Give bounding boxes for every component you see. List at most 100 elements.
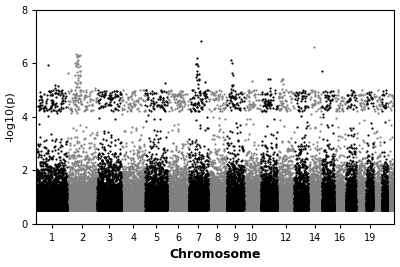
Point — [146, 205, 152, 209]
Point — [188, 195, 194, 199]
Point — [132, 101, 139, 106]
Point — [228, 202, 235, 206]
Point — [95, 99, 101, 103]
Point — [127, 206, 134, 210]
Point — [74, 192, 80, 197]
Point — [289, 207, 295, 211]
Point — [375, 208, 381, 212]
Point — [48, 169, 55, 173]
Point — [368, 207, 374, 212]
Point — [322, 206, 328, 211]
Point — [62, 197, 68, 201]
Point — [238, 205, 244, 209]
Point — [296, 198, 302, 202]
Point — [92, 179, 99, 183]
Point — [286, 181, 293, 185]
Point — [76, 188, 82, 193]
Point — [298, 205, 304, 210]
Point — [108, 95, 114, 99]
Point — [284, 207, 290, 211]
Point — [274, 185, 280, 190]
Point — [200, 204, 207, 208]
Point — [112, 208, 118, 212]
Point — [204, 202, 210, 207]
Point — [256, 187, 262, 192]
Point — [184, 107, 191, 111]
Point — [178, 152, 185, 156]
Point — [374, 194, 380, 198]
Point — [63, 207, 70, 211]
Point — [150, 198, 157, 202]
Point — [48, 203, 55, 207]
Point — [307, 163, 313, 167]
Point — [271, 203, 278, 208]
Point — [332, 196, 339, 200]
Point — [185, 140, 191, 145]
Point — [296, 175, 302, 179]
Point — [355, 206, 362, 210]
Point — [40, 195, 47, 199]
Point — [71, 199, 77, 203]
Point — [191, 204, 197, 208]
Point — [321, 162, 328, 166]
Point — [252, 198, 258, 203]
Point — [69, 178, 75, 182]
Point — [188, 99, 194, 104]
Point — [130, 207, 137, 211]
Point — [249, 79, 255, 83]
Point — [325, 198, 332, 202]
Point — [93, 208, 99, 212]
Point — [326, 207, 332, 211]
Point — [200, 204, 206, 209]
Point — [360, 206, 367, 210]
Point — [214, 205, 221, 209]
Point — [313, 202, 319, 206]
Point — [341, 180, 348, 185]
Point — [319, 183, 325, 187]
Point — [360, 201, 366, 205]
Point — [97, 104, 104, 109]
Point — [269, 207, 276, 212]
Point — [164, 189, 170, 193]
Point — [337, 208, 343, 212]
Point — [214, 208, 220, 212]
Point — [234, 206, 240, 210]
Point — [258, 208, 265, 212]
Point — [372, 208, 378, 212]
Point — [356, 187, 362, 192]
Point — [349, 195, 355, 199]
Point — [54, 206, 60, 210]
Point — [40, 197, 46, 202]
Point — [80, 187, 86, 191]
Point — [142, 204, 149, 208]
Point — [41, 191, 47, 195]
Point — [331, 207, 338, 211]
Point — [324, 207, 330, 211]
Point — [104, 195, 110, 200]
Point — [352, 184, 358, 188]
Point — [227, 201, 233, 205]
Point — [164, 197, 170, 201]
Point — [232, 206, 238, 210]
Point — [60, 168, 67, 172]
Point — [236, 191, 242, 195]
Point — [157, 97, 163, 101]
Point — [362, 197, 368, 201]
Point — [139, 204, 145, 208]
Point — [218, 109, 225, 113]
Point — [97, 194, 104, 198]
Point — [344, 99, 351, 103]
Point — [84, 197, 90, 201]
Point — [132, 199, 138, 203]
Point — [68, 136, 74, 140]
Point — [357, 204, 364, 208]
Point — [66, 198, 73, 202]
Point — [117, 193, 123, 197]
Point — [338, 193, 344, 197]
Point — [278, 198, 285, 203]
Point — [327, 199, 334, 204]
Point — [275, 197, 282, 201]
Point — [174, 201, 180, 206]
Point — [42, 177, 48, 181]
Point — [148, 170, 155, 174]
